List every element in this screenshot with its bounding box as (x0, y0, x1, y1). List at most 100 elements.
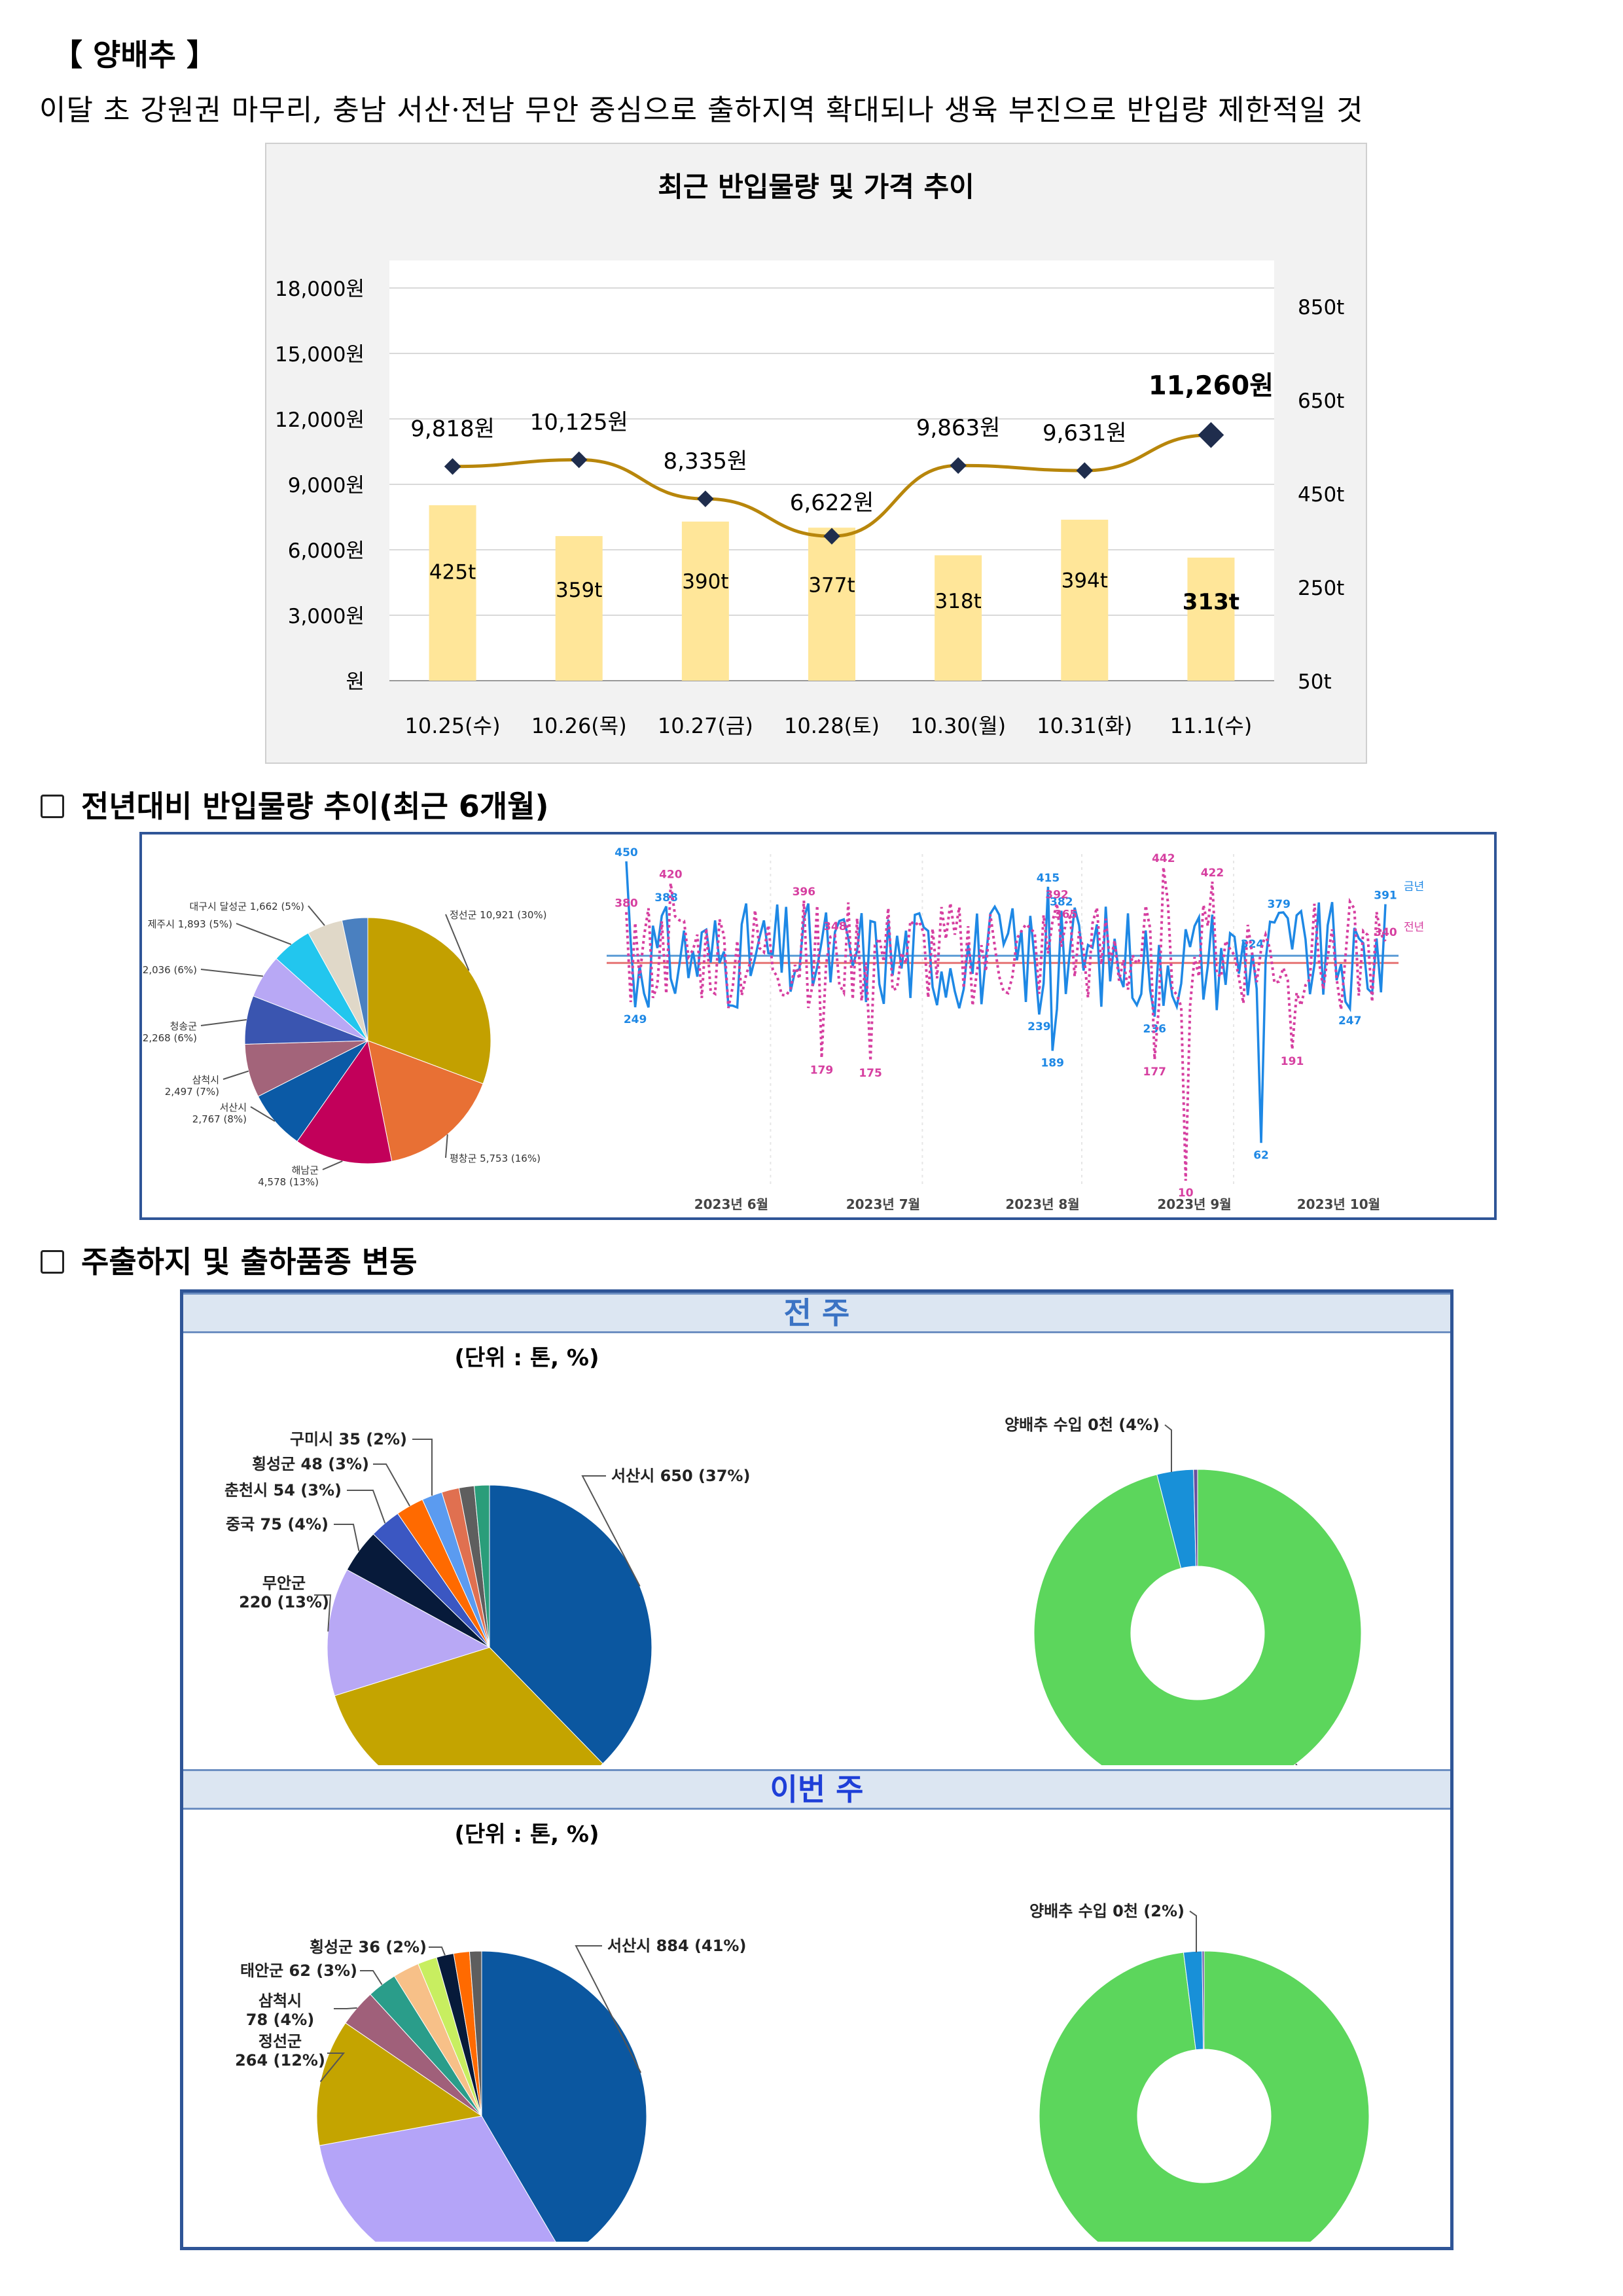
peak-label: 340 (1374, 926, 1397, 939)
legend-label: 금년 (1404, 880, 1424, 893)
x-tick-label: 10.31(화) (1037, 713, 1132, 738)
pie-slice (367, 1040, 484, 1162)
peak-label: 388 (654, 891, 678, 905)
pie-slice-label: 정선군 (259, 2032, 302, 2051)
prev-week-band: 전 주 (183, 1293, 1450, 1333)
peak-label: 62 (1253, 1149, 1269, 1162)
pie-slice-label: 구미시 35 (2%) (290, 1430, 407, 1448)
left-tick-label: 3,000원 (288, 605, 365, 628)
checkbox-icon (41, 795, 64, 818)
right-tick-label: 450t (1298, 483, 1344, 507)
month-tick-label: 2023년 10월 (1297, 1196, 1380, 1212)
leader-line (322, 1160, 343, 1170)
peak-label: 239 (1027, 1020, 1051, 1033)
unit-label-prev: (단위 : 톤, %) (454, 1345, 599, 1371)
bar (935, 555, 982, 681)
pie-slice-label: 삼척시 (192, 1074, 219, 1086)
right-tick-label: 850t (1298, 296, 1344, 319)
peak-label: 179 (810, 1064, 834, 1077)
pie-slice-label: 해남군 (292, 1164, 319, 1176)
peak-label: 189 (1041, 1056, 1064, 1069)
prev-week-variety-donut: 양배추 수입 0천 (4%)양배추(일반) 2천 (96%) (1005, 1416, 1362, 1765)
origin-heading-text: 주출하지 및 출하품종 변동 (81, 1244, 418, 1280)
leader-line (1164, 1424, 1172, 1472)
pie-slice-label: 횡성군 48 (3%) (252, 1455, 369, 1473)
origin-section-heading: 주출하지 및 출하품종 변동 (41, 1238, 418, 1282)
peak-label: 422 (1201, 867, 1224, 880)
leader-line (445, 914, 470, 971)
price-data-label: 11,260원 (1149, 371, 1274, 401)
peak-label: 450 (615, 846, 638, 859)
left-tick-label: 15,000원 (275, 343, 365, 367)
peak-label: 10 (1178, 1187, 1194, 1200)
left-tick-label: 9,000원 (288, 474, 365, 497)
price-marker (697, 490, 714, 507)
pie-slice-label: 태안군 62 (3%) (240, 1962, 357, 1980)
price-data-label: 9,818원 (410, 416, 495, 442)
leader-line (581, 1475, 641, 1587)
x-tick-label: 11.1(수) (1170, 713, 1253, 738)
yoy-heading-text: 전년대비 반입물량 추이(최근 6개월) (81, 789, 549, 824)
origin-panel: 전 주 이번 주 (단위 : 톤, %) (단위 : 톤, %) 서산시 650… (180, 1289, 1454, 2250)
pie-slice (469, 1950, 482, 2117)
pie-slice-label: 삼척시 (259, 1992, 302, 2010)
peak-label: 391 (1374, 889, 1397, 903)
peak-label: 236 (1143, 1022, 1167, 1035)
bar-data-label: 394t (1061, 569, 1108, 592)
bar (681, 521, 729, 681)
peak-label: 365 (1054, 908, 1078, 921)
pie-slice-label: 중국 75 (4%) (226, 1515, 329, 1534)
bar-data-label: 377t (808, 573, 855, 597)
right-tick-label: 250t (1298, 577, 1344, 600)
leader-line (412, 1439, 433, 1496)
leader-line (1189, 1910, 1197, 1952)
leader-line (319, 2053, 346, 2083)
peak-label: 177 (1143, 1066, 1167, 1079)
pie-slice (1202, 1950, 1205, 2050)
this-week-band: 이번 주 (183, 1769, 1450, 1810)
x-tick-label: 10.25(수) (405, 713, 501, 738)
donut-slice-label: 양배추 수입 0천 (4%) (1005, 1416, 1160, 1434)
peak-label: 392 (1045, 888, 1069, 901)
this-week-variety-donut: 양배추 수입 0천 (2%)양배추(일반) 2천 (98%) (1029, 1902, 1370, 2242)
chart-title: 최근 반입물량 및 가격 추이 (658, 171, 974, 203)
leader-line (334, 1524, 360, 1551)
pie-slice (1033, 1469, 1362, 1765)
bar (1061, 520, 1109, 681)
month-tick-label: 2023년 9월 (1157, 1196, 1231, 1212)
peak-label: 191 (1281, 1055, 1304, 1068)
pie-slice-label: 서산시 884 (41%) (607, 1937, 746, 1955)
right-tick-label: 50t (1298, 670, 1332, 694)
x-tick-label: 10.30(월) (910, 713, 1006, 738)
month-tick-label: 2023년 8월 (1005, 1196, 1079, 1212)
bar (808, 528, 855, 681)
series-line (625, 867, 1387, 1181)
pie-slice-label: 춘천시 54 (3%) (224, 1481, 342, 1499)
peak-label: 415 (1037, 872, 1060, 885)
leader-line (236, 923, 292, 945)
x-tick-label: 10.27(금) (658, 713, 753, 738)
bar-data-label: 318t (935, 590, 981, 613)
pie-slice-label: 2,497 (7%) (165, 1086, 219, 1098)
pie-slice-label: 서산시 650 (37%) (611, 1467, 750, 1485)
legend-label: 전년 (1404, 921, 1424, 934)
pie-slice-label: 무안군 2,036 (6%) (142, 964, 197, 976)
yoy-panel: 정선군 10,921 (30%) 평창군 5,753 (16%) 해남군 4,578 … (139, 832, 1497, 1220)
leader-line (445, 1134, 448, 1158)
pie-slice (1039, 1950, 1370, 2242)
pie-slice-label: 제주시 1,893 (5%) (148, 918, 232, 930)
donut-slice-label: 양배추 수입 0천 (2%) (1029, 1902, 1185, 1920)
pie-slice-label: 평창군 5,753 (16%) (450, 1153, 541, 1164)
price-volume-chart: 최근 반입물량 및 가격 추이【양배추 8kg망/상품】원3,000원6,000… (275, 171, 1344, 738)
pie-slice-label: 서산시 (220, 1102, 247, 1113)
pie-slice-label: 대구시 달성군 1,662 (5%) (189, 901, 304, 912)
leader-line (223, 1070, 249, 1080)
left-tick-label: 6,000원 (288, 539, 365, 563)
pie-slice-label: 정선군 10,921 (30%) (450, 909, 546, 921)
price-volume-chart-panel: 최근 반입물량 및 가격 추이【양배추 8kg망/상품】원3,000원6,000… (265, 143, 1367, 764)
left-tick-label: 원 (346, 670, 365, 694)
peak-label: 348 (823, 920, 847, 933)
x-tick-label: 10.28(토) (784, 713, 880, 738)
peak-label: 380 (615, 897, 638, 910)
